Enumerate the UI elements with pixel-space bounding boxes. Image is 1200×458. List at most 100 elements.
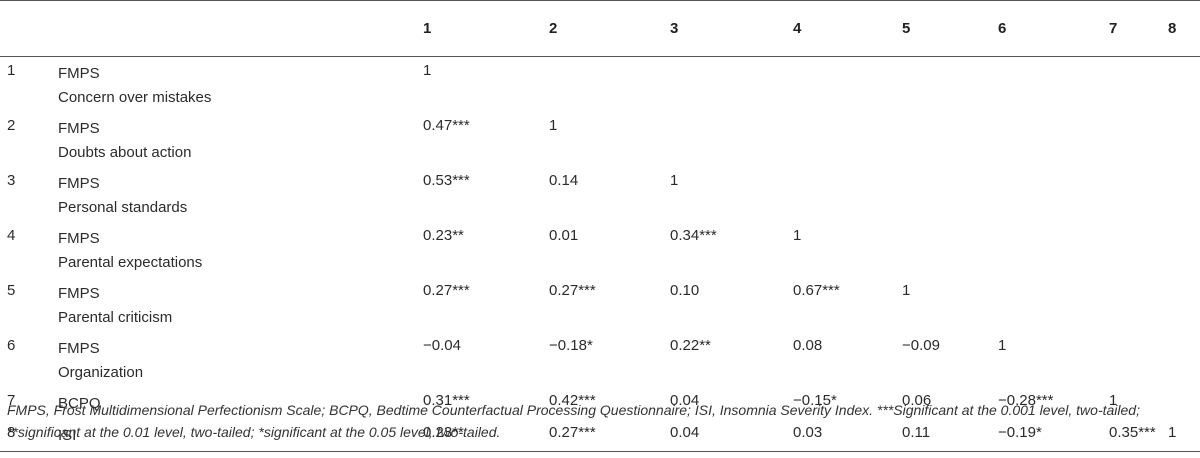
correlation-cell — [641, 112, 767, 167]
correlation-cell: 0.34*** — [670, 227, 717, 244]
correlation-cell: 0.08 — [793, 337, 823, 354]
row-variable: FMPS Concern over mistakes — [58, 57, 400, 113]
row-number: 7 — [7, 392, 16, 409]
correlation-cell: −0.18* — [549, 337, 593, 354]
correlation-cell: −0.19* — [981, 419, 1089, 452]
header-row: 1 2 3 4 5 6 7 8 — [0, 0, 1200, 57]
variable-subscale: Parental expectations — [58, 254, 203, 271]
correlation-cell: 1 — [902, 282, 911, 299]
header-blank-num — [0, 0, 58, 57]
column-header-8: 8 — [1152, 0, 1200, 57]
correlation-cell — [1089, 112, 1152, 167]
variable-subscale: Parental criticism — [58, 309, 173, 326]
row-number: 6 — [7, 337, 16, 354]
row-variable: ISI — [58, 419, 400, 452]
correlation-cell: 0.27*** — [549, 282, 596, 299]
table-row: 3 FMPS Personal standards 0.53*** 0.14 1 — [0, 167, 1200, 222]
correlation-cell: −0.28*** — [998, 392, 1054, 409]
row-number: 8 — [0, 419, 58, 452]
column-header-2: 2 — [523, 0, 641, 57]
correlation-cell — [1152, 222, 1200, 277]
correlation-cell — [981, 222, 1089, 277]
column-header-1: 1 — [400, 0, 523, 57]
correlation-cell — [1152, 277, 1200, 332]
table-row: 8 ISI 0.23** 0.27*** 0.04 0.03 0.11 −0.19* 0.35*… — [0, 419, 1200, 452]
correlation-cell — [886, 167, 981, 222]
correlation-cell: 1 — [670, 172, 679, 189]
correlation-cell: 0.53*** — [423, 172, 470, 189]
correlation-cell: −0.09 — [902, 337, 940, 354]
column-header-7: 7 — [1089, 0, 1152, 57]
row-number: 5 — [7, 282, 16, 299]
correlation-cell — [523, 57, 641, 113]
correlation-cell: 0.35*** — [1089, 419, 1156, 452]
column-header-3: 3 — [641, 0, 767, 57]
column-header-5: 5 — [886, 0, 981, 57]
correlation-cell — [981, 112, 1089, 167]
correlation-cell: 1 — [1152, 419, 1200, 452]
correlation-cell — [1089, 167, 1152, 222]
correlation-cell: 0.22** — [670, 337, 711, 354]
correlation-cell: 0.27*** — [523, 419, 641, 452]
correlation-cell — [981, 167, 1089, 222]
variable-subscale: Organization — [58, 364, 144, 381]
table-footnote: FMPS, Frost Multidimensional Perfectioni… — [7, 402, 1140, 440]
variable-subscale: Concern over mistakes — [58, 89, 212, 106]
row-number: 1 — [7, 62, 16, 79]
correlation-cell — [1152, 332, 1200, 387]
table-row: 5 FMPS Parental criticism 0.27*** 0.27*** 0.1… — [0, 277, 1200, 332]
row-variable: BCPQ — [58, 387, 400, 419]
row-number: 3 — [7, 172, 16, 189]
correlation-cell: 1 — [423, 62, 432, 79]
header-blank-var — [58, 0, 400, 57]
correlation-cell — [1152, 112, 1200, 167]
correlation-cell — [1089, 222, 1152, 277]
row-number: 4 — [7, 227, 16, 244]
variable-name: FMPS — [58, 230, 100, 247]
correlation-cell — [1089, 332, 1152, 387]
correlation-cell: −0.04 — [423, 337, 461, 354]
variable-name: FMPS — [58, 285, 100, 302]
correlation-cell: 0.23** — [400, 419, 523, 452]
table-body: 1 FMPS Concern over mistakes 1 2 FMPS Doubts a… — [0, 57, 1200, 452]
row-variable: FMPS Organization — [58, 332, 400, 387]
correlation-cell: 1 — [793, 227, 802, 244]
correlation-cell — [767, 112, 886, 167]
correlation-cell: 0.01 — [549, 227, 579, 244]
table-row: 4 FMPS Parental expectations 0.23** 0.01 0.34… — [0, 222, 1200, 277]
table-row: 7 BCPQ 0.31*** 0.42*** 0.04 −0.15* 0.06 −0.28**… — [0, 387, 1200, 419]
correlation-cell: 0.10 — [670, 282, 700, 299]
correlation-cell — [886, 222, 981, 277]
correlation-cell: 1 — [998, 337, 1007, 354]
variable-name: FMPS — [58, 175, 100, 192]
column-header-6: 6 — [981, 0, 1089, 57]
variable-name: FMPS — [58, 340, 100, 357]
correlation-cell: 0.06 — [902, 392, 932, 409]
table-row: 2 FMPS Doubts about action 0.47*** 1 — [0, 112, 1200, 167]
variable-name: FMPS — [58, 120, 100, 137]
correlation-cell — [886, 112, 981, 167]
correlation-cell — [1152, 167, 1200, 222]
row-variable: FMPS Parental criticism — [58, 277, 400, 332]
correlation-cell: −0.15* — [793, 392, 837, 409]
variable-name: ISI — [58, 427, 77, 444]
column-header-4: 4 — [767, 0, 886, 57]
correlation-cell: 0.27*** — [423, 282, 470, 299]
correlation-cell: 0.03 — [767, 419, 886, 452]
variable-name: FMPS — [58, 65, 100, 82]
correlation-cell: 1 — [549, 117, 558, 134]
correlation-cell: 0.04 — [641, 419, 767, 452]
row-variable: FMPS Doubts about action — [58, 112, 400, 167]
correlation-cell — [767, 167, 886, 222]
variable-name: BCPQ — [58, 395, 101, 412]
correlation-cell — [767, 57, 886, 113]
correlation-cell — [981, 277, 1089, 332]
variable-subscale: Doubts about action — [58, 144, 192, 161]
correlation-cell — [1089, 57, 1152, 113]
correlation-cell: 0.31*** — [423, 392, 470, 409]
correlation-cell — [981, 57, 1089, 113]
correlation-cell: 0.47*** — [423, 117, 470, 134]
row-variable: FMPS Personal standards — [58, 167, 400, 222]
